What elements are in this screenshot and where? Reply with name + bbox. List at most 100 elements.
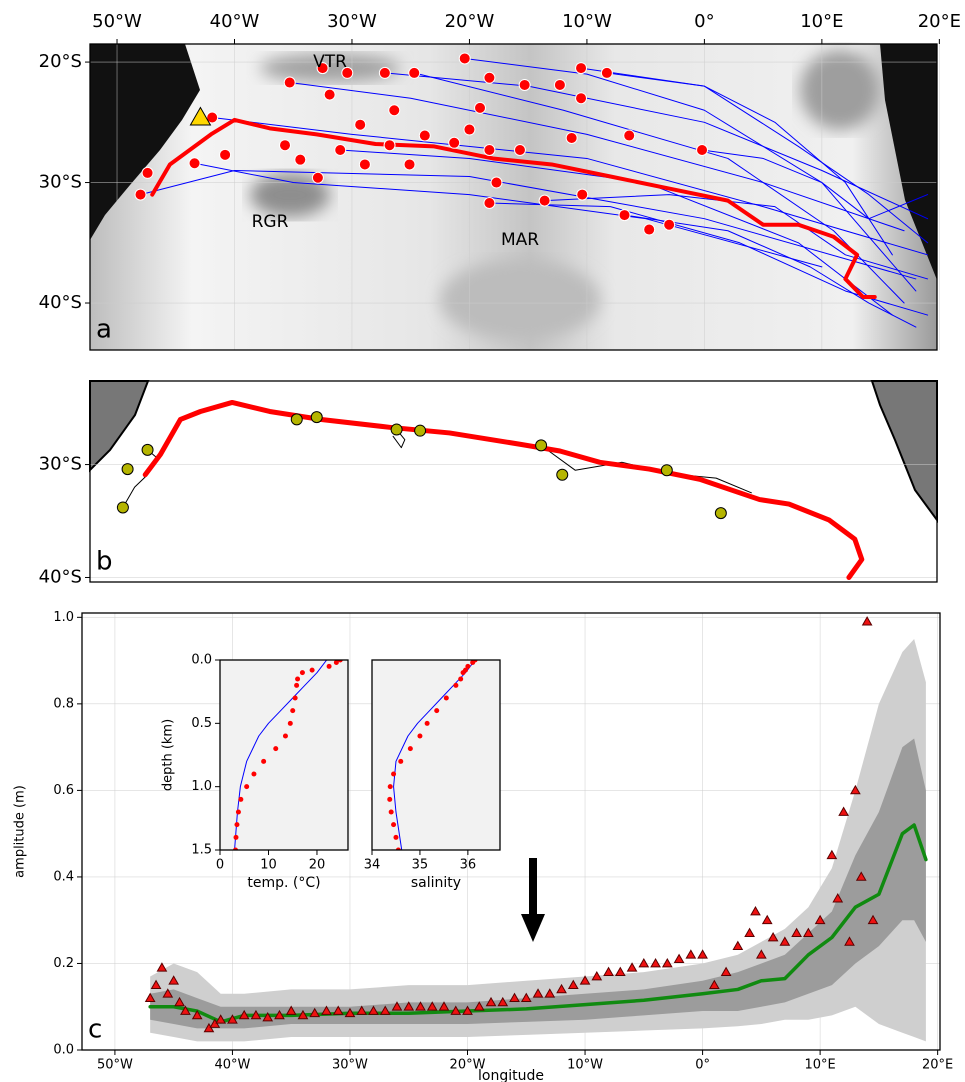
point-marker [388,784,393,789]
y-tick-label: 0.8 [53,696,74,711]
point-marker [359,159,370,170]
x-tick-label: 0° [695,1058,710,1073]
point-marker [519,79,530,90]
point-marker [135,189,146,200]
point-marker [566,132,577,143]
point-marker [294,683,299,688]
point-marker [311,412,322,423]
point-marker [664,219,675,230]
x-tick-label: 20°E [922,1058,953,1073]
x-tick-label: 36 [460,858,477,873]
point-marker [389,810,394,815]
point-marker [393,835,398,840]
point-marker [557,469,568,480]
triangle-marker [157,963,166,971]
y-tick-label: 40°S [39,566,82,587]
point-marker [661,465,672,476]
point-marker [142,167,153,178]
point-marker [536,440,547,451]
triangle-marker [675,955,684,963]
x-tick-label: 35 [412,858,429,873]
point-marker [453,683,458,688]
point-marker [391,772,396,777]
y-tick-label: 20°S [39,51,82,72]
point-marker [238,797,243,802]
x-tick-label: 40°W [214,1058,250,1073]
point-marker [288,721,293,726]
point-marker [449,137,460,148]
point-marker [379,67,390,78]
triangle-marker [745,929,754,937]
point-marker [461,670,466,675]
point-marker [189,158,200,169]
panel-label: c [88,1015,102,1045]
x-tick-label: 30°W [332,1058,368,1073]
x-axis-label: temp. (°C) [247,875,320,891]
point-marker [715,508,726,519]
arrow [521,858,545,942]
x-tick-label: 20 [309,858,326,873]
point-marker [384,140,395,151]
y-axis-label: amplitude (m) [13,785,28,878]
triangle-marker [628,963,637,971]
point-marker [425,721,430,726]
point-marker [312,172,323,183]
point-marker [601,67,612,78]
y-tick-label: 0.0 [191,653,212,668]
y-tick-label: 0.5 [191,716,212,731]
y-axis-label: depth (km) [161,719,176,791]
x-tick-label: 40°W [210,11,260,32]
triangle-marker [763,916,772,924]
point-marker [391,822,396,827]
panel-label: b [96,547,113,577]
x-tick-label: 0° [694,11,714,32]
point-marker [576,93,587,104]
triangle-marker [686,950,695,958]
point-marker [458,677,463,682]
point-marker [234,835,239,840]
x-tick-label: 10°W [562,11,612,32]
point-marker [244,784,249,789]
x-tick-label: 10°E [804,1058,835,1073]
point-marker [122,464,133,475]
triangle-marker [651,959,660,967]
point-marker [290,708,295,713]
map-a-background [90,44,937,350]
triangle-marker [616,968,625,976]
y-tick-label: 1.5 [191,843,212,858]
x-tick-label: 30°W [327,11,377,32]
triangle-marker [863,617,872,625]
triangle-marker [827,851,836,859]
triangle-marker [839,808,848,816]
x-tick-label: 10°W [567,1058,603,1073]
x-tick-label: 10 [260,858,277,873]
point-marker [291,414,302,425]
point-marker [324,89,335,100]
point-marker [327,664,332,669]
point-marker [389,105,400,116]
triangle-marker [663,959,672,967]
point-marker [310,668,315,673]
x-tick-label: 0 [216,858,224,873]
x-tick-label: 34 [364,858,381,873]
point-marker [484,72,495,83]
point-marker [624,130,635,141]
point-marker [577,189,588,200]
point-marker [387,797,392,802]
axes-background [372,660,500,850]
x-tick-label: 50°W [97,1058,133,1073]
point-marker [619,210,630,221]
triangle-marker [604,968,613,976]
triangle-marker [698,950,707,958]
point-marker [293,696,298,701]
point-marker [470,660,475,665]
point-marker [644,224,655,235]
point-marker [284,77,295,88]
point-marker [273,746,278,751]
axes-background [220,660,348,850]
point-marker [417,734,422,739]
point-marker [398,759,403,764]
point-marker [117,502,128,513]
y-tick-label: 1.0 [191,779,212,794]
y-tick-label: 0.6 [53,783,74,798]
